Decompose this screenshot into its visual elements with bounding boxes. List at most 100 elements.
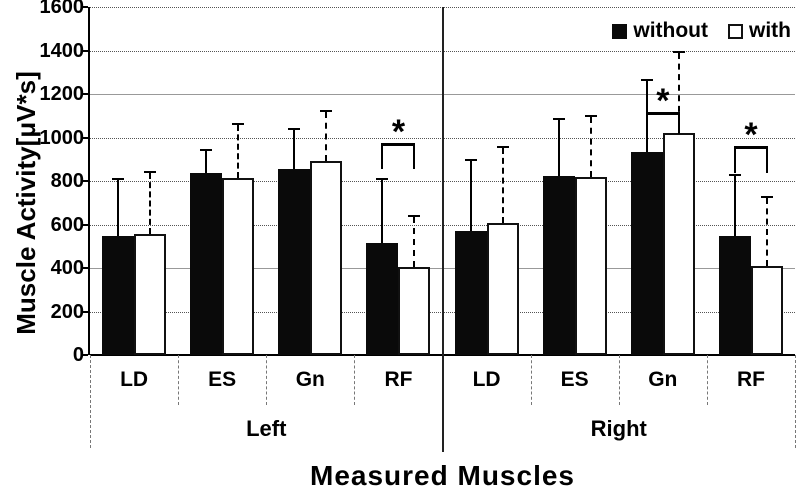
error-bar-cap	[232, 123, 245, 126]
bar-without-left-gn	[278, 169, 311, 355]
bar-with-right-es	[574, 176, 607, 355]
error-bar	[413, 216, 416, 267]
category-separator	[618, 355, 620, 405]
category-separator	[178, 355, 180, 405]
legend-item-with: with	[728, 19, 791, 43]
legend-item-without: without	[612, 19, 708, 43]
error-bar	[381, 179, 384, 243]
significance-asterisk: *	[744, 116, 758, 155]
muscle-label: RF	[736, 368, 765, 391]
y-tick-mark	[82, 49, 88, 52]
error-bar-cap	[112, 177, 125, 180]
significance-asterisk: *	[391, 112, 406, 151]
muscle-label: RF	[384, 368, 413, 391]
category-separator	[530, 355, 532, 405]
bar-without-left-ld	[102, 236, 135, 355]
bar-with-left-rf	[398, 266, 431, 355]
category-separator	[90, 355, 91, 448]
bar-without-left-es	[190, 173, 223, 355]
y-tick-label: 600	[50, 213, 84, 236]
y-tick-label: 1400	[39, 39, 85, 62]
bar-with-right-gn	[662, 133, 695, 355]
error-bar-cap	[760, 196, 773, 199]
y-tick-mark	[82, 93, 88, 95]
category-separator	[795, 355, 796, 448]
muscle-label: Gn	[648, 368, 678, 391]
y-tick-mark	[82, 310, 88, 313]
y-tick-mark	[82, 267, 88, 269]
error-bar-cap	[552, 117, 565, 120]
bar-with-right-ld	[486, 223, 519, 355]
error-bar	[117, 179, 120, 237]
error-bar-cap	[672, 50, 685, 53]
error-bar	[293, 129, 296, 170]
bar-without-left-rf	[366, 242, 399, 355]
bar-without-right-ld	[454, 231, 487, 355]
error-bar-cap	[464, 159, 477, 162]
bar-with-left-gn	[310, 161, 343, 355]
y-tick-mark	[82, 136, 88, 139]
error-bar-cap	[320, 110, 333, 113]
side-label: Left	[246, 416, 287, 441]
significance-asterisk: *	[656, 82, 670, 121]
y-tick-label: 400	[50, 257, 84, 279]
error-bar-cap	[200, 149, 213, 152]
error-bar	[589, 116, 592, 177]
left-right-divider	[441, 7, 444, 452]
muscle-label: ES	[208, 368, 237, 391]
error-bar	[765, 198, 768, 266]
y-tick-label: 200	[50, 300, 84, 323]
y-tick-mark	[82, 6, 88, 8]
error-bar-cap	[144, 171, 157, 174]
error-bar	[149, 173, 152, 235]
legend-label-without: without	[633, 19, 708, 42]
bar-with-right-rf	[750, 265, 783, 355]
bar-with-left-es	[222, 177, 255, 355]
bar-without-right-rf	[718, 236, 751, 355]
category-separator	[266, 355, 268, 405]
error-bar	[501, 148, 504, 224]
side-label: Right	[590, 416, 647, 441]
y-tick-mark	[82, 180, 88, 182]
bar-without-right-es	[542, 175, 575, 355]
legend-swatch-with	[728, 23, 743, 39]
y-axis-line	[88, 7, 90, 355]
category-table: LD ES Gn RF LD ES Gn RF Left Right	[90, 355, 796, 455]
error-bar	[557, 119, 560, 176]
legend-swatch-without	[612, 23, 628, 39]
x-axis-title: Measured Muscles	[310, 460, 575, 491]
y-axis-title: Muscle Activity[μV*s]	[11, 71, 41, 335]
error-bar-cap	[640, 78, 653, 81]
muscle-label: LD	[120, 368, 149, 391]
legend: without with	[612, 19, 791, 43]
muscle-label: LD	[472, 368, 501, 391]
category-separator	[706, 355, 708, 405]
error-bar-cap	[728, 174, 741, 177]
error-bar	[325, 112, 328, 162]
error-bar	[733, 176, 736, 237]
error-bar	[677, 52, 680, 134]
bar-with-left-ld	[134, 234, 167, 355]
significance-bracket	[733, 146, 768, 174]
error-bar-cap	[496, 146, 509, 149]
y-tick-mark	[82, 354, 88, 356]
legend-label-with: with	[749, 19, 791, 42]
error-bar-cap	[288, 127, 301, 130]
muscle-label: Gn	[295, 368, 325, 391]
y-tick-label: 0	[72, 344, 84, 366]
y-tick-label: 1000	[39, 126, 85, 149]
error-bar	[237, 125, 240, 178]
y-tick-mark	[82, 223, 88, 226]
bar-without-right-gn	[630, 151, 663, 355]
error-bar	[205, 151, 208, 174]
category-separator	[354, 355, 356, 405]
y-tick-label: 1200	[39, 83, 85, 105]
significance-bracket	[645, 112, 680, 135]
error-bar-cap	[408, 214, 421, 217]
error-bar-cap	[584, 114, 597, 117]
plot-area: without with * * *	[90, 7, 795, 356]
error-bar-cap	[376, 177, 389, 180]
muscle-label: ES	[560, 368, 589, 391]
error-bar	[469, 161, 472, 232]
